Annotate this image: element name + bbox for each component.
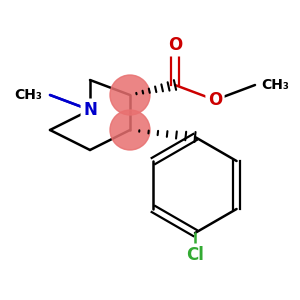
Circle shape xyxy=(110,110,150,150)
Text: O: O xyxy=(168,36,182,54)
Circle shape xyxy=(110,75,150,115)
Text: Cl: Cl xyxy=(186,246,204,264)
Text: CH₃: CH₃ xyxy=(14,88,42,102)
Text: N: N xyxy=(83,101,97,119)
Text: O: O xyxy=(208,91,222,109)
Text: CH₃: CH₃ xyxy=(261,78,289,92)
